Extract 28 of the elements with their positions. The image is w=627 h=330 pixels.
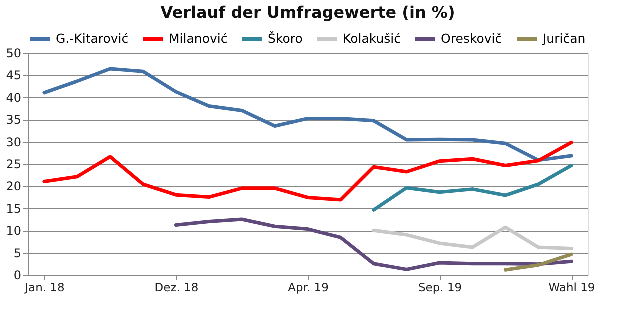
y-tick-label: 10 xyxy=(6,224,22,238)
y-tick-label: 0 xyxy=(14,268,22,282)
y-tick-label: 45 xyxy=(6,68,22,83)
x-tick-label: Sep. 19 xyxy=(418,280,462,294)
x-tick-label: Apr. 19 xyxy=(288,280,329,294)
legend-label: Škoro xyxy=(268,31,303,46)
x-tick-label: Wahl 19 xyxy=(548,280,596,294)
legend-label: Oreskovič xyxy=(441,31,502,46)
chart-title: Verlauf der Umfragewerte (in %) xyxy=(160,3,456,22)
y-tick-label: 25 xyxy=(6,158,22,172)
legend-label: Kolakušić xyxy=(343,31,402,46)
y-tick-label: 30 xyxy=(6,135,22,150)
y-tick-label: 15 xyxy=(6,202,22,216)
line-series xyxy=(372,164,574,212)
y-tick-label: 20 xyxy=(6,180,22,194)
x-tick-label: Jan. 18 xyxy=(24,280,65,294)
y-tick-label: 50 xyxy=(6,46,22,60)
line-series xyxy=(42,67,574,162)
y-tick-label: 40 xyxy=(6,90,22,105)
legend-label: G.-Kitarović xyxy=(56,31,129,46)
y-tick-label: 35 xyxy=(6,113,22,128)
line-series xyxy=(42,140,574,202)
line-series xyxy=(174,218,574,272)
legend-label: Juričan xyxy=(542,31,586,46)
x-tick-label: Dez. 18 xyxy=(154,280,199,294)
line-series xyxy=(372,226,574,251)
legend-label: Milanović xyxy=(169,31,228,46)
y-tick-label: 5 xyxy=(14,246,22,260)
